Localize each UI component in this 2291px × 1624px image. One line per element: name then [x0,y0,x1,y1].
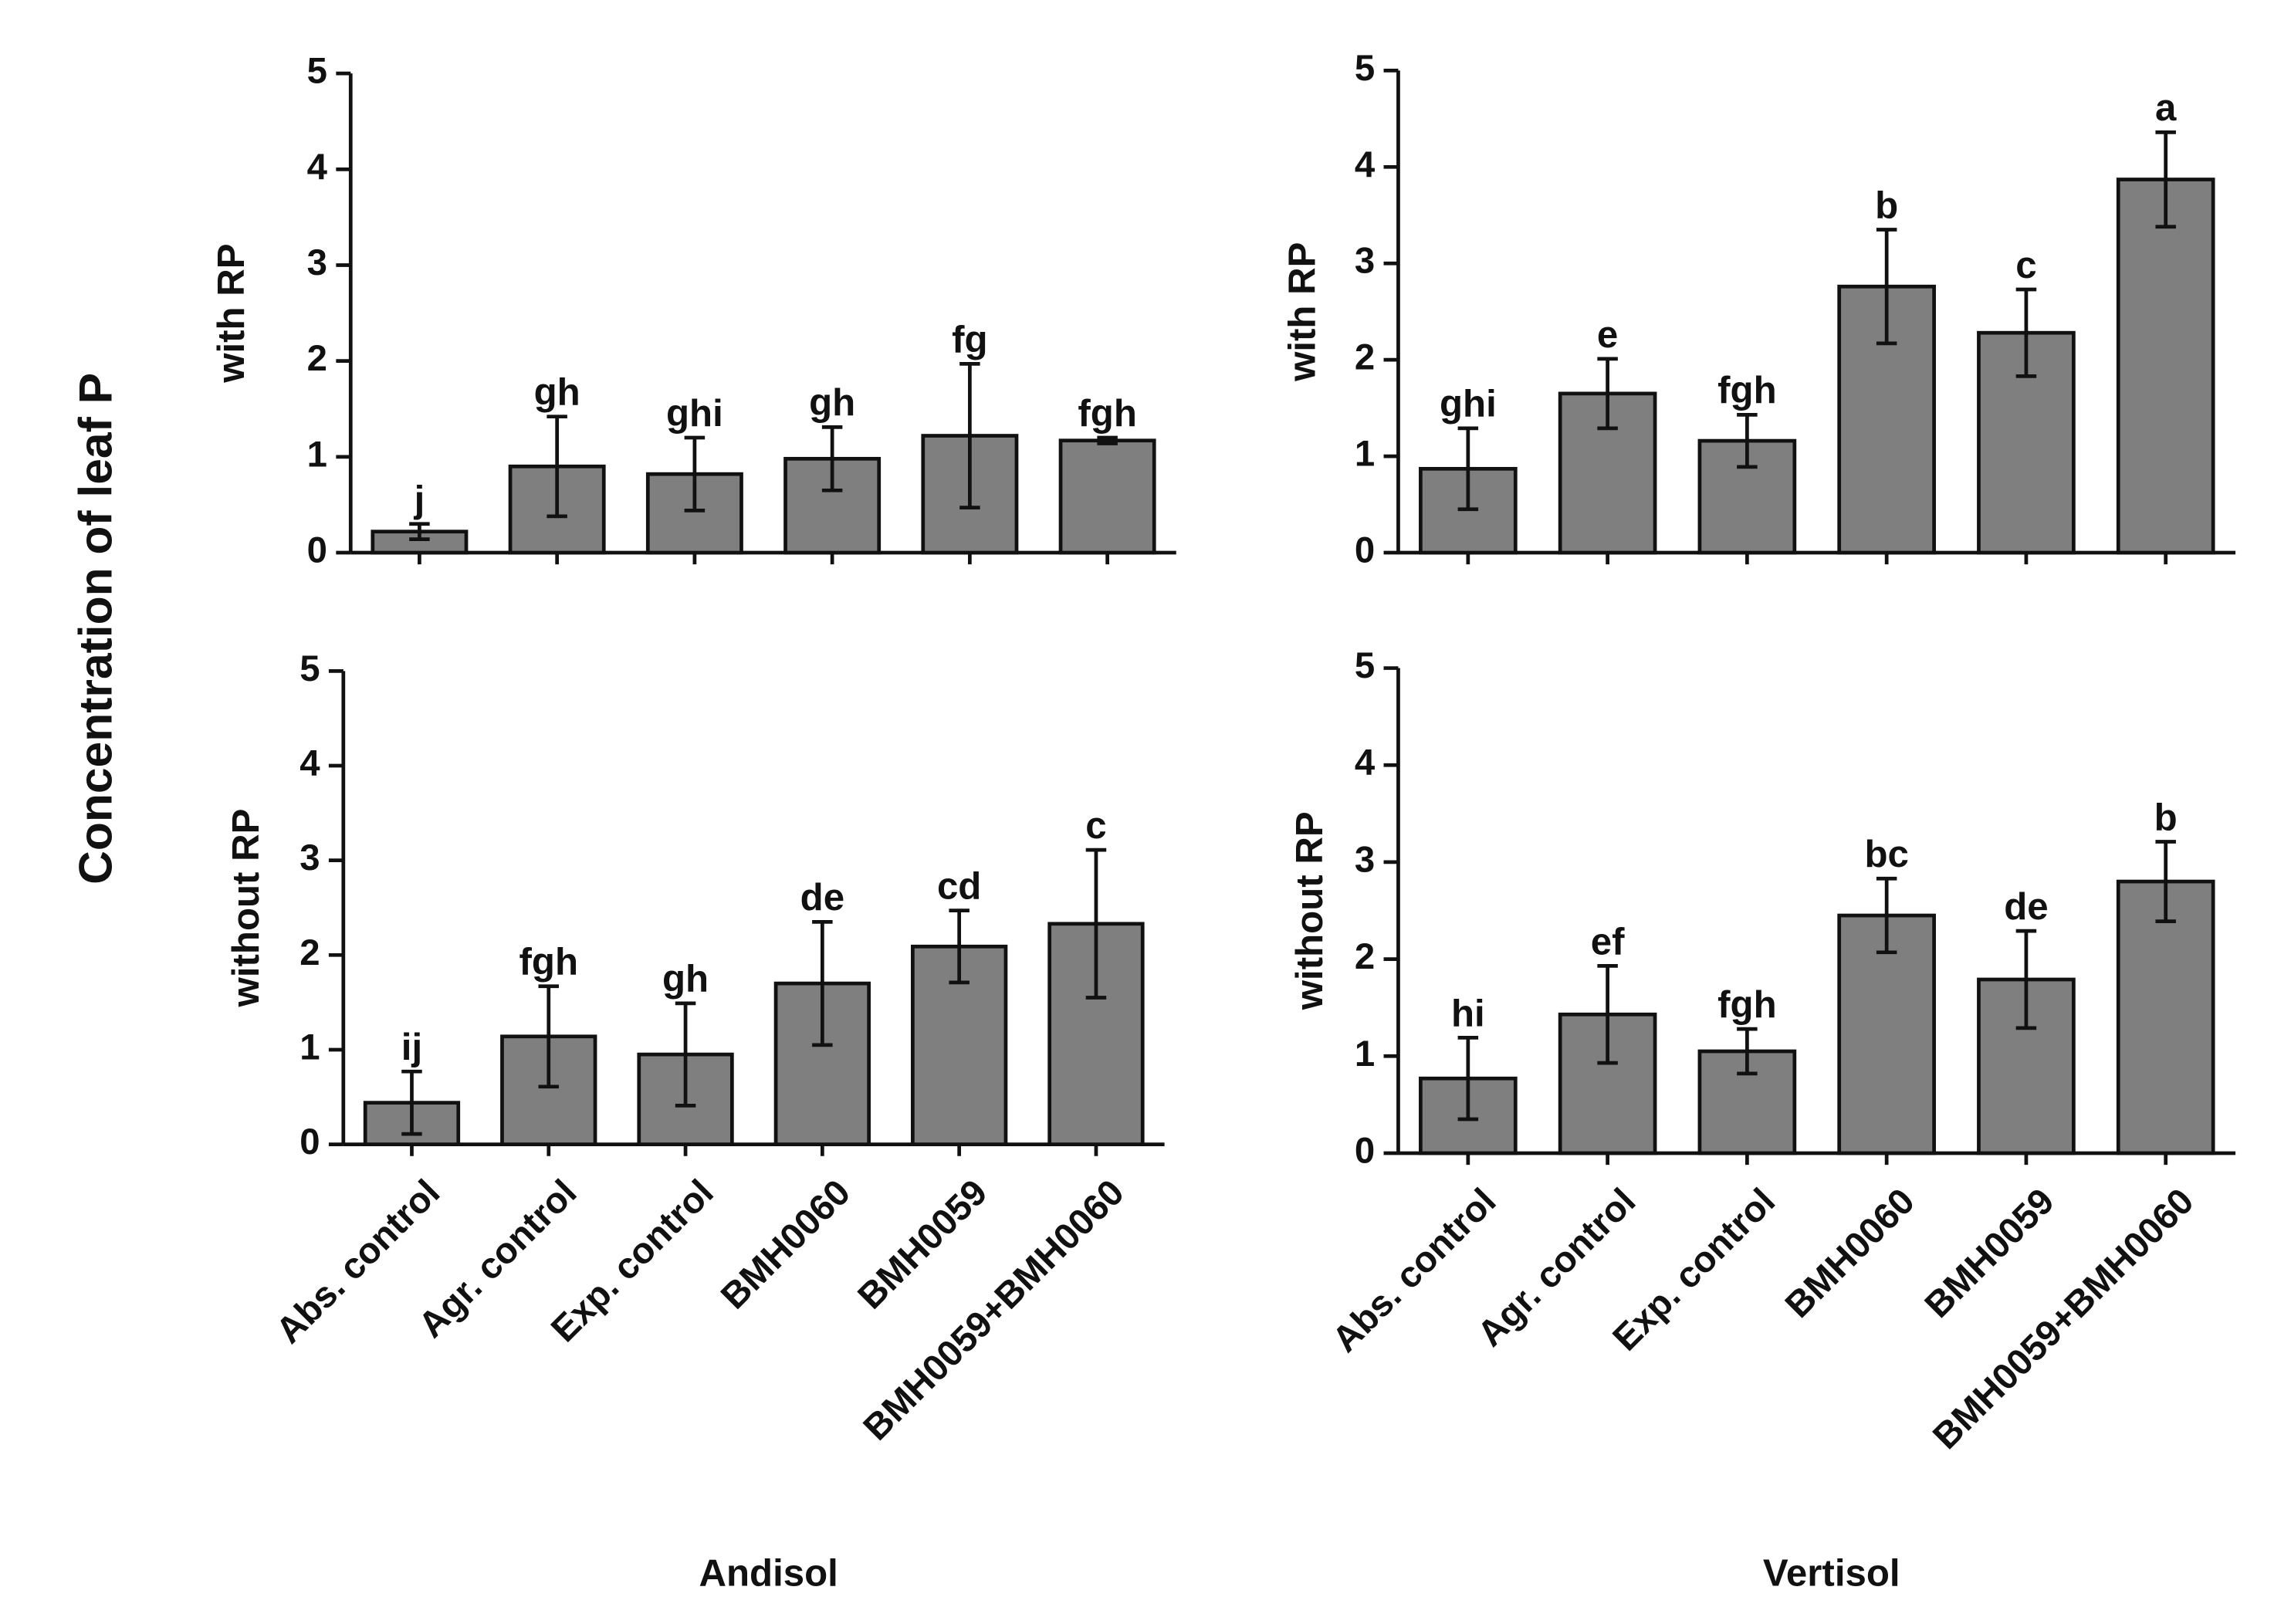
bar [2116,178,2215,555]
significance-letter: b [2154,796,2178,838]
significance-letter: ghi [666,392,723,435]
y-tick-label: 3 [1355,241,1375,282]
y-tick-label: 4 [1355,144,1376,185]
significance-letter: ij [401,1026,422,1068]
y-tick-label: 5 [299,648,320,689]
y-tick-label: 3 [1355,839,1375,880]
significance-letter: ghi [1440,383,1497,425]
significance-letter: fgh [1078,392,1137,435]
y-tick-label: 4 [1355,743,1376,783]
significance-letter: gh [809,381,855,424]
x-tick-label: BMH0060 [713,1172,858,1317]
significance-letter: hi [1451,992,1485,1034]
significance-letter: a [2155,86,2177,129]
x-tick-label: BMH0059 [850,1172,995,1317]
y-tick-label: 1 [1355,1034,1375,1074]
y-tick-label: 0 [299,1122,320,1162]
y-tick-label: 0 [307,530,327,571]
significance-letter: b [1875,184,1898,226]
bar [1837,913,1936,1155]
y-axis-label: without RP [225,809,267,1008]
x-tick-label: BMH0059+BMH0060 [1925,1181,2201,1457]
significance-letter: bc [1864,833,1908,875]
significance-letter: fgh [519,941,579,983]
significance-letter: c [2015,244,2036,286]
significance-letter: c [1085,804,1106,847]
significance-letter: fgh [1717,983,1776,1026]
significance-letter: e [1597,313,1618,356]
y-tick-label: 1 [1355,434,1375,475]
x-tick-label: BMH0060 [1778,1181,1923,1326]
significance-letter: ef [1591,920,1625,963]
y-tick-label: 4 [299,743,320,783]
significance-letter: j [414,479,425,521]
y-tick-label: 2 [1355,936,1375,977]
y-tick-label: 5 [307,51,327,92]
significance-letter: de [800,876,844,919]
significance-letter: fg [952,318,987,360]
y-tick-label: 5 [1355,645,1375,686]
y-tick-label: 3 [299,837,320,878]
significance-letter: gh [534,371,580,414]
y-axis-label: with RP [210,243,252,383]
y-axis-label: with RP [1281,242,1323,381]
y-tick-label: 2 [307,338,327,379]
y-tick-label: 2 [1355,337,1375,378]
significance-letter: gh [662,958,709,1000]
figure-y-label: Concentration of leaf P [69,373,122,885]
y-tick-label: 4 [307,147,328,188]
x-axis-label: Vertisol [1763,1551,1900,1594]
y-tick-label: 0 [1355,530,1375,571]
significance-letter: fgh [1717,369,1776,411]
y-axis-label: without RP [1288,811,1331,1010]
bar [2116,879,2215,1155]
y-tick-label: 2 [299,932,320,973]
y-tick-label: 3 [307,242,327,283]
y-tick-label: 5 [1355,48,1375,89]
significance-letter: de [2004,885,2048,928]
y-tick-label: 1 [307,434,327,475]
significance-letter: cd [937,865,981,908]
bar [1058,438,1156,555]
x-tick-label: BMH0059+BMH0060 [855,1172,1132,1448]
y-tick-label: 1 [299,1027,320,1067]
x-tick-label: BMH0059 [1917,1181,2063,1326]
y-tick-label: 0 [1355,1130,1375,1171]
x-axis-label: Andisol [699,1551,838,1594]
